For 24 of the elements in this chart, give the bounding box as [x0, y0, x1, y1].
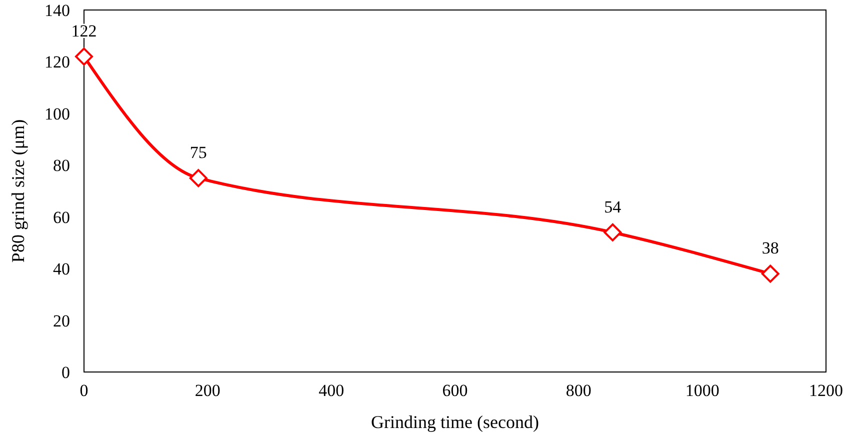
y-tick-label: 40	[53, 260, 70, 279]
y-tick-label: 20	[53, 311, 70, 330]
y-axis-title: P80 grind size (μm)	[8, 119, 28, 263]
x-tick-label: 800	[566, 381, 592, 400]
point	[604, 223, 622, 242]
y-tick-label: 80	[53, 156, 70, 176]
x-tick-label: 0	[80, 381, 88, 400]
y-tick-label: 0	[62, 363, 70, 382]
y-tick-label: 140	[44, 1, 70, 20]
x-tick-label: 400	[318, 381, 344, 400]
point	[761, 264, 780, 283]
x-tick-label: 1200	[809, 381, 843, 400]
data-label: 54	[604, 197, 622, 216]
point	[75, 48, 93, 66]
x-tick-label: 600	[442, 381, 468, 400]
y-tick-label: 60	[53, 208, 70, 227]
x-tick-label: 200	[194, 381, 220, 400]
point	[189, 169, 208, 188]
data-label: 38	[762, 238, 779, 258]
x-axis-title: Grinding time (second)	[371, 412, 539, 432]
y-tick-label: 120	[44, 52, 70, 72]
y-tick-label: 100	[44, 104, 70, 124]
data-label: 75	[190, 143, 207, 162]
x-tick-label: 1000	[685, 381, 720, 400]
